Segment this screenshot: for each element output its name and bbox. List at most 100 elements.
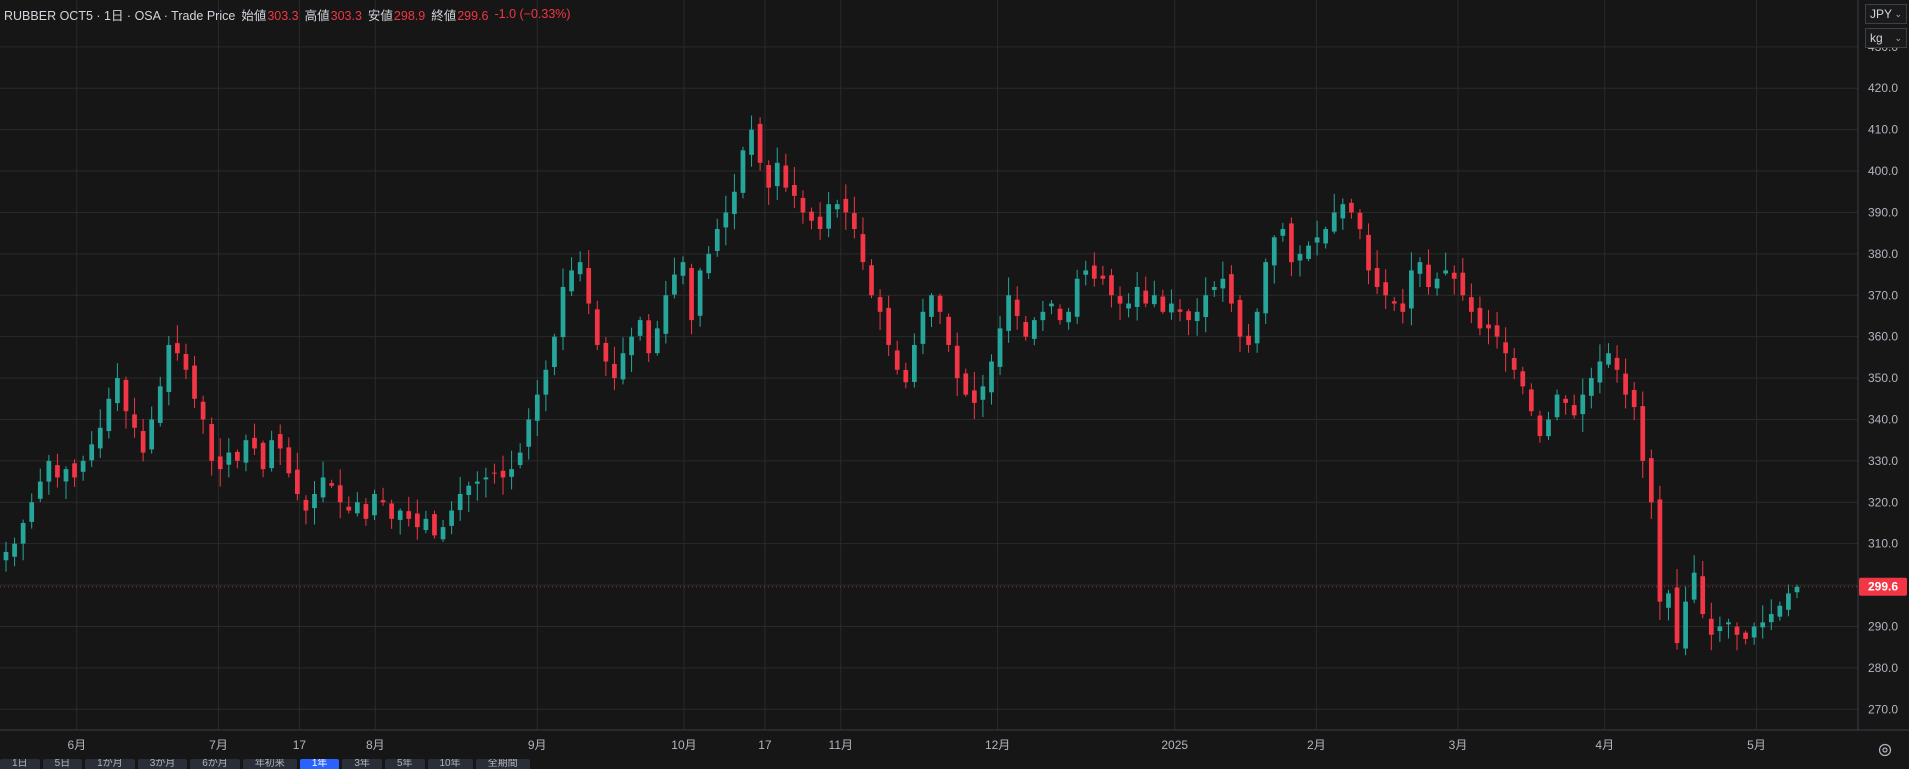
candle-body xyxy=(543,369,549,395)
candle-body xyxy=(937,295,943,312)
candle-body xyxy=(252,437,257,449)
gear-icon xyxy=(1878,743,1891,756)
candle-body xyxy=(1160,296,1166,312)
candle-body xyxy=(1648,458,1654,503)
unit-select[interactable]: kg ⌄ xyxy=(1865,28,1907,48)
candle-body xyxy=(1777,605,1783,617)
candle-body xyxy=(1049,303,1054,307)
x-tick-label: 17 xyxy=(758,738,772,752)
candle-body xyxy=(200,401,206,420)
range-button[interactable]: 全期間 xyxy=(475,759,530,769)
candle-body xyxy=(1143,290,1149,304)
candle-body xyxy=(1391,301,1397,304)
candle-body xyxy=(1503,342,1508,354)
range-button[interactable]: 5日 xyxy=(42,759,83,769)
candle-body xyxy=(509,469,514,477)
candle-body xyxy=(1708,618,1714,635)
candle-body xyxy=(12,543,17,557)
candle-body xyxy=(1126,303,1131,309)
candle-body xyxy=(1014,299,1020,316)
candle-body xyxy=(886,307,892,345)
candle-body xyxy=(680,262,686,276)
candle-body xyxy=(1597,361,1603,383)
candle-body xyxy=(474,481,480,484)
range-button[interactable]: 3年 xyxy=(342,759,382,769)
candle-body xyxy=(560,286,566,338)
candle-body xyxy=(766,164,772,188)
currency-value: JPY xyxy=(1870,7,1893,21)
candle-body xyxy=(235,451,240,461)
candle-body xyxy=(46,460,52,482)
candle-body xyxy=(1194,311,1200,321)
candle-body xyxy=(380,500,386,503)
low-value: 298.9 xyxy=(393,8,426,23)
candle-body xyxy=(997,328,1003,367)
candle-body xyxy=(603,342,609,362)
candle-body xyxy=(457,494,463,511)
range-button[interactable]: 6か月 xyxy=(190,759,240,769)
candle-body xyxy=(80,460,86,472)
candle-body xyxy=(1117,296,1123,304)
symbol-title[interactable]: RUBBER OCT5 · 1日 · OSA · Trade Price xyxy=(4,8,236,23)
candle-body xyxy=(1734,626,1740,635)
candle-body xyxy=(569,270,574,292)
currency-select[interactable]: JPY ⌄ xyxy=(1865,4,1907,24)
candle-body xyxy=(37,481,43,499)
candle-body xyxy=(140,431,146,453)
close-value: 299.6 xyxy=(457,8,489,23)
candle-body xyxy=(552,336,557,368)
candle-body xyxy=(1263,262,1269,314)
last-price-label: 299.6 xyxy=(1868,580,1898,594)
candle-body xyxy=(1383,282,1389,296)
candle-body xyxy=(654,328,660,354)
candle-body xyxy=(1554,394,1560,418)
candle-body xyxy=(63,469,69,482)
candle-body xyxy=(774,162,780,187)
candle-body xyxy=(286,447,292,474)
open-value: 303.3 xyxy=(267,8,299,23)
candle-body xyxy=(106,398,112,432)
x-tick-label: 8月 xyxy=(366,738,385,752)
candle-body xyxy=(389,503,394,519)
candle-body xyxy=(492,472,497,474)
candle-body xyxy=(1486,324,1491,329)
y-tick-label: 280.0 xyxy=(1868,661,1898,675)
candle-body xyxy=(980,386,986,400)
y-tick-label: 290.0 xyxy=(1868,619,1898,633)
chart-settings-button[interactable] xyxy=(1860,730,1909,769)
candle-body xyxy=(663,295,669,334)
candle-body xyxy=(226,452,232,465)
candle-body xyxy=(612,363,617,379)
candle-body xyxy=(989,361,994,393)
range-button[interactable]: 1か月 xyxy=(85,759,135,769)
candle-body xyxy=(971,390,977,403)
candle-body xyxy=(723,212,729,228)
candle-body xyxy=(1220,278,1226,289)
candle-body xyxy=(1571,405,1577,416)
candle-body xyxy=(1683,601,1688,649)
range-button[interactable]: 10年 xyxy=(427,759,473,769)
candle-body xyxy=(954,345,960,379)
candle-body xyxy=(329,483,334,486)
range-button[interactable]: 5年 xyxy=(384,759,425,769)
y-tick-label: 420.0 xyxy=(1868,81,1898,95)
y-tick-label: 400.0 xyxy=(1868,164,1898,178)
candle-body xyxy=(1751,626,1757,638)
candle-body xyxy=(1580,394,1586,415)
candle-body xyxy=(929,295,934,317)
symbol-legend: RUBBER OCT5 · 1日 · OSA · Trade Price 始値3… xyxy=(4,6,571,23)
candle-body xyxy=(534,394,540,421)
range-button[interactable]: 3か月 xyxy=(137,759,188,769)
range-button[interactable]: 1年 xyxy=(299,759,340,769)
unit-value: kg xyxy=(1870,31,1883,45)
candle-body xyxy=(183,353,189,370)
range-button[interactable]: 年初来 xyxy=(242,759,297,769)
candle-body xyxy=(1211,286,1217,290)
y-tick-label: 270.0 xyxy=(1868,702,1898,716)
candle-body xyxy=(432,514,437,536)
candle-body xyxy=(346,506,352,511)
range-button[interactable]: 1日 xyxy=(0,759,40,769)
candle-body xyxy=(337,485,343,503)
